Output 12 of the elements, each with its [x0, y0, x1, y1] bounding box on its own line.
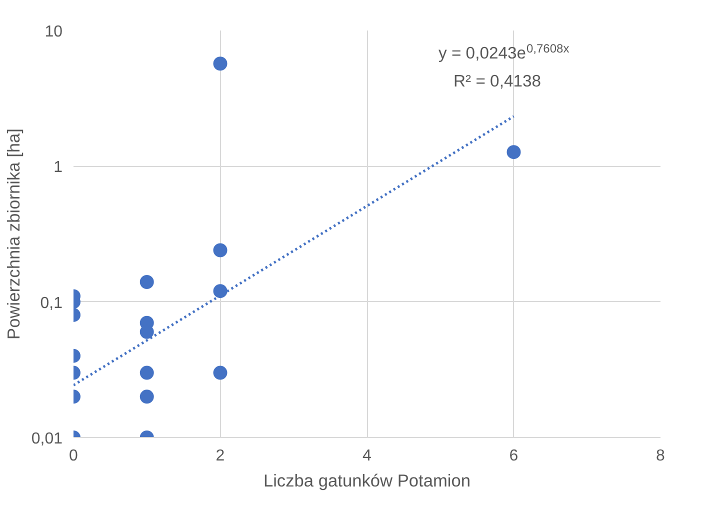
y-axis-title: Powierzchnia zbiornika [ha]: [3, 128, 24, 340]
y-tick-label: 0,1: [40, 294, 63, 312]
x-tick-label: 0: [69, 448, 78, 464]
y-tick-label: 10: [44, 24, 63, 40]
y-tick-label: 1: [54, 159, 63, 176]
x-tick-label: 2: [216, 448, 225, 464]
x-tick-label: 6: [509, 448, 518, 464]
x-axis-title: Liczba gatunków Potamion: [263, 470, 471, 490]
x-tick-label: 4: [362, 448, 372, 464]
annotation: R² = 0,4138: [454, 72, 542, 90]
x-tick-label: 8: [656, 448, 666, 464]
y-tick-label: 0,01: [31, 430, 63, 448]
